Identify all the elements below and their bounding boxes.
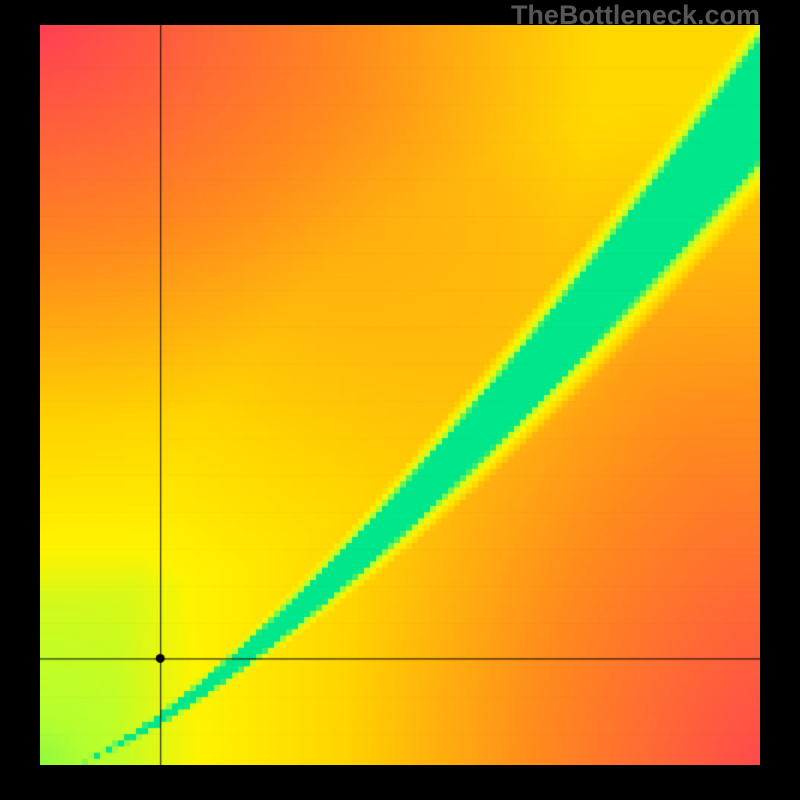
watermark-text: TheBottleneck.com bbox=[511, 0, 760, 31]
frame-left bbox=[0, 0, 40, 800]
frame-right bbox=[760, 0, 800, 800]
frame-bottom bbox=[0, 765, 800, 800]
heatmap-canvas bbox=[40, 25, 760, 765]
